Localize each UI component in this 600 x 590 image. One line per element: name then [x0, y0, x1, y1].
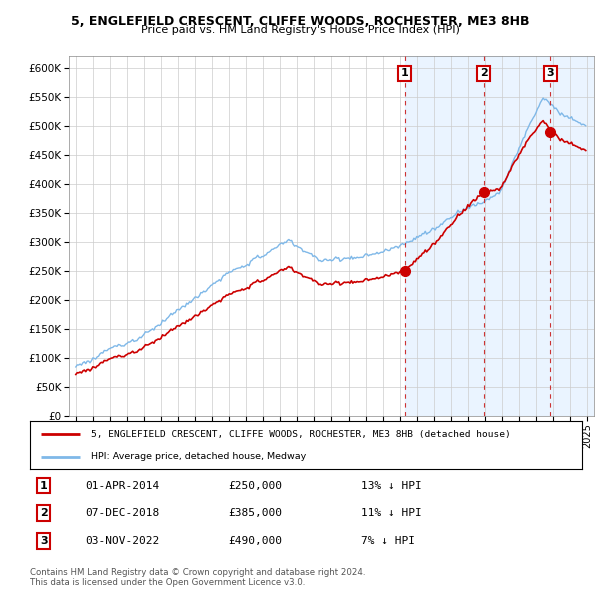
Text: 1: 1 — [40, 481, 47, 490]
Text: 03-NOV-2022: 03-NOV-2022 — [85, 536, 160, 546]
Text: Price paid vs. HM Land Registry's House Price Index (HPI): Price paid vs. HM Land Registry's House … — [140, 25, 460, 35]
Text: 5, ENGLEFIELD CRESCENT, CLIFFE WOODS, ROCHESTER, ME3 8HB: 5, ENGLEFIELD CRESCENT, CLIFFE WOODS, RO… — [71, 15, 529, 28]
Text: 3: 3 — [40, 536, 47, 546]
Text: 11% ↓ HPI: 11% ↓ HPI — [361, 508, 422, 518]
Text: 5, ENGLEFIELD CRESCENT, CLIFFE WOODS, ROCHESTER, ME3 8HB (detached house): 5, ENGLEFIELD CRESCENT, CLIFFE WOODS, RO… — [91, 430, 511, 439]
Text: Contains HM Land Registry data © Crown copyright and database right 2024.
This d: Contains HM Land Registry data © Crown c… — [30, 568, 365, 587]
Text: HPI: Average price, detached house, Medway: HPI: Average price, detached house, Medw… — [91, 453, 306, 461]
Text: 7% ↓ HPI: 7% ↓ HPI — [361, 536, 415, 546]
Text: 1: 1 — [401, 68, 409, 78]
Text: 07-DEC-2018: 07-DEC-2018 — [85, 508, 160, 518]
Text: 2: 2 — [479, 68, 487, 78]
Text: £250,000: £250,000 — [229, 481, 283, 490]
Text: 2: 2 — [40, 508, 47, 518]
Text: £385,000: £385,000 — [229, 508, 283, 518]
Text: 13% ↓ HPI: 13% ↓ HPI — [361, 481, 422, 490]
Text: £490,000: £490,000 — [229, 536, 283, 546]
Text: 01-APR-2014: 01-APR-2014 — [85, 481, 160, 490]
Bar — [404, 56, 596, 416]
Text: 3: 3 — [547, 68, 554, 78]
